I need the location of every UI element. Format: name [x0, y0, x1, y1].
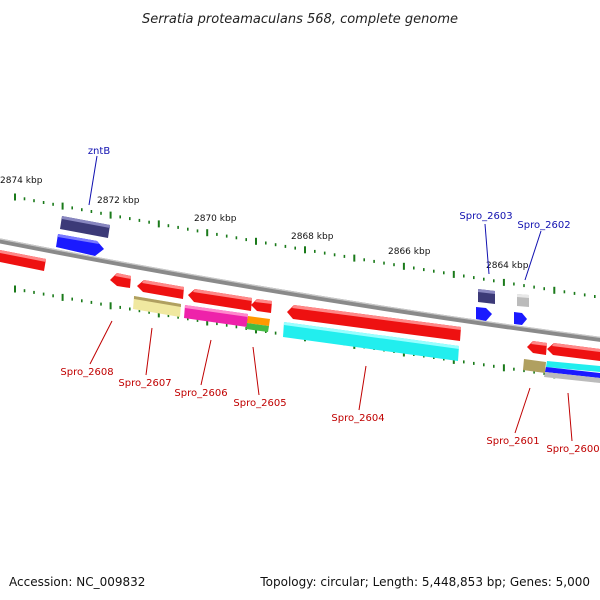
- accession-text: Accession: NC_009832: [9, 575, 145, 589]
- gene-spro-2602-blue[interactable]: [514, 312, 527, 325]
- genome-backbone: [0, 238, 600, 342]
- gene-spro-2602-gray[interactable]: [517, 294, 529, 307]
- gene-label-spro-2605[interactable]: Spro_2605: [233, 398, 286, 409]
- outer-scale-ticks: [14, 193, 596, 298]
- leader-spro-2603: [484, 223, 490, 275]
- scale-label-2872: 2872 kbp: [97, 196, 140, 206]
- gene-spro-2606-magenta[interactable]: [184, 305, 248, 327]
- gene-label-spro-2600[interactable]: Spro_2600: [546, 444, 599, 455]
- gene-spro-2600-blue[interactable]: [545, 367, 600, 378]
- gene-spro-2608-red[interactable]: [110, 273, 131, 288]
- leader-spro-2602: [524, 230, 542, 281]
- gene-label-zntB[interactable]: zntB: [88, 146, 111, 157]
- gene-label-spro-2606[interactable]: Spro_2606: [174, 388, 227, 399]
- gene-spro-2606-red[interactable]: [188, 289, 252, 311]
- leader-spro-2601: [514, 387, 531, 434]
- leader-spro-2608: [89, 320, 113, 365]
- scale-label-2868: 2868 kbp: [291, 232, 334, 242]
- gene-spro-2600-gray[interactable]: [544, 372, 600, 383]
- leader-spro-2607: [145, 327, 153, 376]
- gene-label-spro-2601[interactable]: Spro_2601: [486, 436, 539, 447]
- gene-spro-2604-cyan[interactable]: [283, 322, 459, 361]
- gene-spro-2600-cyan[interactable]: [546, 361, 600, 372]
- gene-spro-2605-red[interactable]: [251, 299, 272, 313]
- gene-label-spro-2607[interactable]: Spro_2607: [118, 378, 171, 389]
- gene-spro-2605-green[interactable]: [246, 323, 269, 332]
- gene-left-edge-red[interactable]: [0, 250, 46, 271]
- gene-spro-2605-orange[interactable]: [247, 316, 270, 326]
- scale-label-2864: 2864 kbp: [486, 261, 529, 271]
- gene-label-spro-2608[interactable]: Spro_2608: [60, 367, 113, 378]
- gene-spro-2603-dark[interactable]: [478, 289, 495, 304]
- leader-spro-2600: [567, 392, 573, 442]
- leader-spro-2604: [358, 365, 367, 411]
- leader-spro-2605: [252, 346, 260, 396]
- scale-label-2874: 2874 kbp: [0, 176, 43, 186]
- topology-text: Topology: circular; Length: 5,448,853 bp…: [259, 575, 590, 589]
- scale-label-2866: 2866 kbp: [388, 247, 431, 257]
- map-title: Serratia proteamaculans 568, complete ge…: [142, 12, 458, 27]
- gene-spro-2603-blue[interactable]: [476, 307, 492, 321]
- gene-spro-2607-red[interactable]: [137, 280, 184, 299]
- gene-spro-2601-olive[interactable]: [523, 359, 546, 373]
- gene-zntB-blue[interactable]: [56, 234, 104, 256]
- genome-backbone-highlight: [0, 238, 600, 338]
- gene-spro-2601-red[interactable]: [527, 341, 547, 355]
- scale-label-2870: 2870 kbp: [194, 214, 237, 224]
- gene-label-spro-2604[interactable]: Spro_2604: [331, 413, 384, 424]
- gene-spro-2604-red[interactable]: [287, 305, 461, 341]
- gene-label-spro-2602[interactable]: Spro_2602: [517, 220, 570, 231]
- gene-label-spro-2603[interactable]: Spro_2603: [459, 211, 512, 222]
- leader-spro-2606: [200, 339, 212, 386]
- gene-spro-2607-yellow[interactable]: [133, 296, 181, 317]
- gene-spro-2600-red[interactable]: [547, 343, 600, 361]
- gene-zntB-dark[interactable]: [60, 216, 110, 238]
- leader-zntB: [88, 155, 98, 206]
